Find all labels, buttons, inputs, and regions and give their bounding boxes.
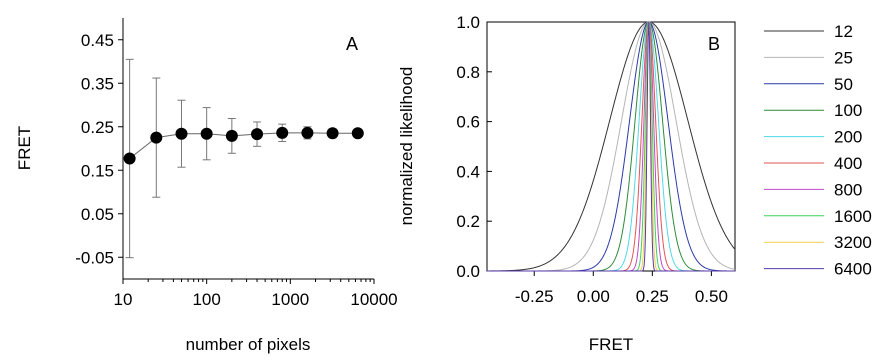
panel-a-label: A [346, 34, 358, 54]
panel-a-error-bars [125, 58, 362, 259]
panel-b-x-ticks: -0.25 0.00 0.25 0.50 [515, 271, 728, 306]
likelihood-curve-50 [487, 21, 735, 272]
y-tick-label: -0.05 [75, 248, 114, 267]
panel-a-x-axis-title: number of pixels [186, 335, 311, 354]
y-tick-label: 0.05 [81, 205, 114, 224]
y-tick-label: 0.45 [81, 31, 114, 50]
likelihood-curve-400 [487, 21, 735, 272]
x-tick-label: 10 [114, 290, 133, 309]
data-point [225, 129, 238, 142]
legend-label-25: 25 [834, 48, 853, 67]
panel-a-connecting-line [129, 132, 358, 159]
legend-label-6400: 6400 [834, 260, 872, 279]
data-point [175, 127, 188, 140]
x-tick-label: 0.25 [636, 287, 669, 306]
legend-label-800: 800 [834, 180, 862, 199]
data-point [276, 126, 289, 139]
panel-b-y-axis-title: normalized likelihood [397, 67, 416, 226]
legend-label-100: 100 [834, 101, 862, 120]
legend-label-200: 200 [834, 128, 862, 147]
panel-b-frame [486, 21, 736, 272]
legend-label-400: 400 [834, 154, 862, 173]
data-point [326, 127, 339, 140]
panel-a-data-points [123, 126, 364, 165]
x-tick-label: 0.50 [695, 287, 728, 306]
data-point [123, 152, 136, 165]
panel-b-label: B [708, 34, 720, 54]
y-tick-label: 0.35 [81, 74, 114, 93]
legend: 12 25 50 100 200 400 800 1600 3200 6400 [764, 22, 872, 279]
y-tick-label: 0.15 [81, 161, 114, 180]
likelihood-curve-200 [487, 21, 735, 272]
data-point [200, 127, 213, 140]
data-point [301, 126, 314, 139]
likelihood-curve-1600 [487, 21, 735, 272]
panel-a-y-axis-title: FRET [15, 126, 34, 170]
x-tick-label: -0.25 [515, 287, 554, 306]
likelihood-curve-12 [487, 21, 736, 272]
panel-a-axes [122, 18, 374, 280]
legend-label-1600: 1600 [834, 207, 872, 226]
data-point [251, 128, 264, 141]
y-tick-label: 0.0 [456, 262, 480, 281]
likelihood-curve-800 [487, 20, 735, 272]
y-tick-label: 0.8 [456, 63, 480, 82]
panel-a: -0.05 0.05 0.15 0.25 0.35 0.45 10 100 1000 10000… [15, 18, 398, 354]
panel-a-y-ticks: -0.05 0.05 0.15 0.25 0.35 0.45 [75, 31, 123, 267]
data-point [351, 127, 364, 140]
y-tick-label: 1.0 [456, 13, 480, 32]
x-tick-label: 1000 [271, 290, 309, 309]
series-line [129, 132, 358, 159]
panel-b-curves [487, 20, 736, 272]
legend-label-50: 50 [834, 75, 853, 94]
x-tick-label: 10000 [350, 290, 397, 309]
panel-b: 0.0 0.2 0.4 0.6 0.8 1.0 -0.25 0.00 0.25 0.50 B F… [397, 13, 736, 354]
x-tick-label: 0.00 [577, 287, 610, 306]
likelihood-curve-100 [487, 21, 735, 272]
x-tick-label: 100 [192, 290, 220, 309]
panel-a-x-ticks: 10 100 1000 10000 [114, 279, 398, 309]
data-point [150, 131, 163, 144]
panel-b-y-ticks: 0.0 0.2 0.4 0.6 0.8 1.0 [456, 13, 492, 281]
y-tick-label: 0.25 [81, 118, 114, 137]
y-tick-label: 0.2 [456, 212, 480, 231]
y-tick-label: 0.6 [456, 113, 480, 132]
y-tick-label: 0.4 [456, 162, 480, 181]
likelihood-curve-25 [487, 21, 736, 272]
legend-label-12: 12 [834, 22, 853, 41]
likelihood-curve-6400 [487, 21, 735, 272]
panel-b-x-axis-title: FRET [589, 335, 633, 354]
likelihood-curve-3200 [487, 21, 735, 272]
legend-label-3200: 3200 [834, 233, 872, 252]
